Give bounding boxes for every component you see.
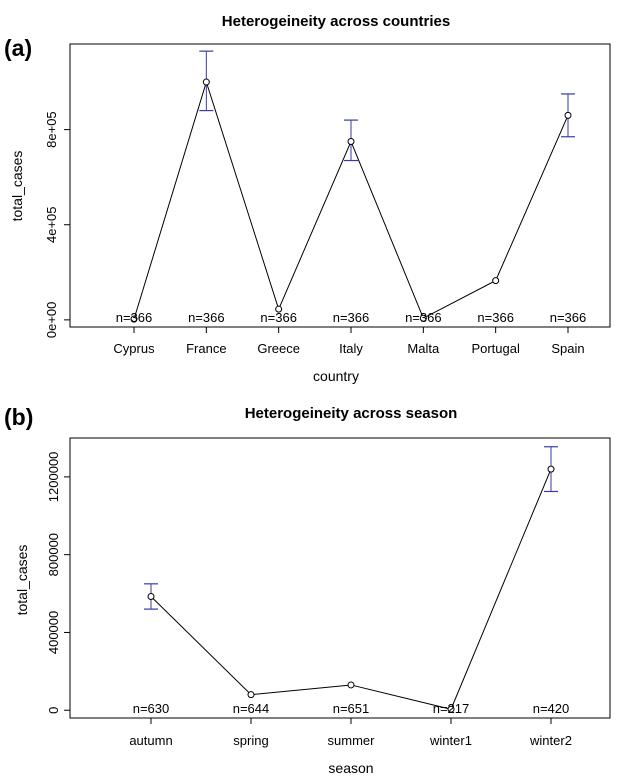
panel-b-plot-frame xyxy=(69,437,611,719)
a-data-point xyxy=(492,277,500,285)
a-n-label: n=366 xyxy=(116,310,153,325)
b-y-tick-label: 1200000 xyxy=(46,452,61,503)
a-n-label: n=366 xyxy=(188,310,225,325)
a-x-tick-label: Italy xyxy=(339,341,363,356)
panel-b-label: (b) xyxy=(4,404,33,430)
b-y-tick-label: 0 xyxy=(46,707,61,714)
b-x-tick-label: summer xyxy=(328,733,376,748)
b-x-tick-label: spring xyxy=(233,733,268,748)
a-n-label: n=366 xyxy=(405,310,442,325)
b-x-tick-label: autumn xyxy=(129,733,172,748)
panel-b-x-axis: autumn spring summer winter1 winter2 xyxy=(129,717,572,748)
b-series-line xyxy=(150,468,552,710)
panel-a-y-axis-title: total_cases xyxy=(9,151,25,222)
panel-b-y-axis-title: total_cases xyxy=(14,545,30,616)
b-x-tick-label: winter2 xyxy=(529,733,572,748)
a-y-tick-label: 8e+05 xyxy=(44,111,59,148)
b-y-tick-label: 800000 xyxy=(46,533,61,576)
panel-a: (a) Heterogeineity across countries coun… xyxy=(4,13,611,384)
panel-a-label: (a) xyxy=(4,35,32,61)
panel-a-y-axis: 0e+00 4e+05 8e+05 xyxy=(44,111,71,339)
panel-a-x-axis: Cyprus France Greece Italy Malta Portugal Spai… xyxy=(113,326,585,356)
panel-b: (b) Heterogeineity across season season … xyxy=(4,404,611,776)
b-n-label: n=644 xyxy=(233,701,270,716)
a-x-tick-label: Cyprus xyxy=(113,341,155,356)
b-data-point xyxy=(347,681,355,689)
a-data-point xyxy=(347,138,355,146)
b-data-point xyxy=(447,705,455,713)
a-data-point xyxy=(419,314,427,322)
b-data-point xyxy=(147,592,155,600)
panel-b-x-axis-title: season xyxy=(328,760,373,776)
panel-a-plot-frame xyxy=(69,43,611,328)
b-data-point xyxy=(247,691,255,699)
a-n-label: n=366 xyxy=(477,310,514,325)
a-x-tick-label: Greece xyxy=(257,341,300,356)
panel-b-y-axis: 0 400000 800000 1200000 xyxy=(46,452,71,714)
a-y-tick-label: 0e+00 xyxy=(44,302,59,339)
b-n-label: n=420 xyxy=(533,701,570,716)
a-x-tick-label: Spain xyxy=(551,341,584,356)
b-n-label: n=630 xyxy=(133,701,170,716)
panel-b-marks: n=630 n=644 n=651 n=217 n=420 xyxy=(133,446,570,716)
b-x-tick-label: winter1 xyxy=(429,733,472,748)
panel-b-title: Heterogeineity across season xyxy=(245,405,458,422)
a-y-tick-label: 4e+05 xyxy=(44,206,59,243)
a-series-line xyxy=(133,80,569,320)
a-n-label: n=366 xyxy=(550,310,587,325)
a-data-point xyxy=(564,111,572,119)
a-data-point xyxy=(275,305,283,313)
panel-a-marks: n=366 n=366 n=366 n=366 n=366 n=366 n=366 xyxy=(116,50,587,325)
a-x-tick-label: Portugal xyxy=(471,341,520,356)
a-n-label: n=366 xyxy=(333,310,370,325)
b-data-point xyxy=(547,465,555,473)
panel-a-x-axis-title: country xyxy=(313,368,359,384)
a-n-label: n=366 xyxy=(260,310,297,325)
a-data-point xyxy=(202,78,210,86)
a-x-tick-label: France xyxy=(186,341,226,356)
panel-a-title: Heterogeineity across countries xyxy=(222,13,450,30)
a-x-tick-label: Malta xyxy=(407,341,440,356)
b-y-tick-label: 400000 xyxy=(46,611,61,654)
b-n-label: n=651 xyxy=(333,701,370,716)
a-data-point xyxy=(130,315,138,323)
b-n-label: n=217 xyxy=(433,701,470,716)
